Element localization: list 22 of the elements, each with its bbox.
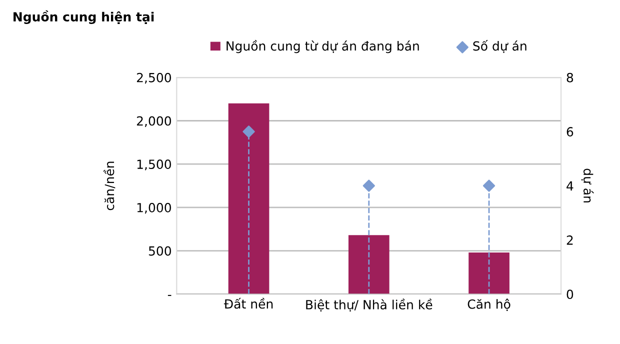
x-tick-label: Căn hộ: [468, 298, 510, 311]
x-tick-label: Đất nền: [224, 298, 273, 309]
y2-tick-label: 8: [566, 72, 574, 82]
y-tick-label: 1,000: [137, 202, 172, 214]
y2-axis-title: dự án: [581, 168, 594, 202]
y2-tick-label: 2: [566, 235, 573, 245]
y-tick-label: 2,500: [136, 72, 172, 84]
legend-label: Số dự án: [473, 40, 526, 53]
y-tick-label: 500: [148, 246, 172, 256]
x-tick-label: Biệt thự/ Nhà liền kề: [306, 298, 432, 312]
y2-tick-label: 0: [566, 290, 574, 300]
y2-tick-label: 4: [566, 181, 574, 191]
y-axis-title: căn/nền: [103, 162, 116, 210]
y-tick-label: -: [168, 294, 172, 296]
chart-title: Nguồn cung hiện tại: [14, 10, 154, 24]
y-tick-label: 1,500: [137, 160, 172, 170]
legend-label: Nguồn cung từ dự án đang bán: [226, 40, 419, 54]
y2-tick-label: 6: [566, 127, 574, 137]
bar: [468, 252, 510, 294]
bar: [228, 103, 270, 294]
bar: [348, 235, 390, 294]
y-tick-label: 2,000: [136, 116, 172, 127]
